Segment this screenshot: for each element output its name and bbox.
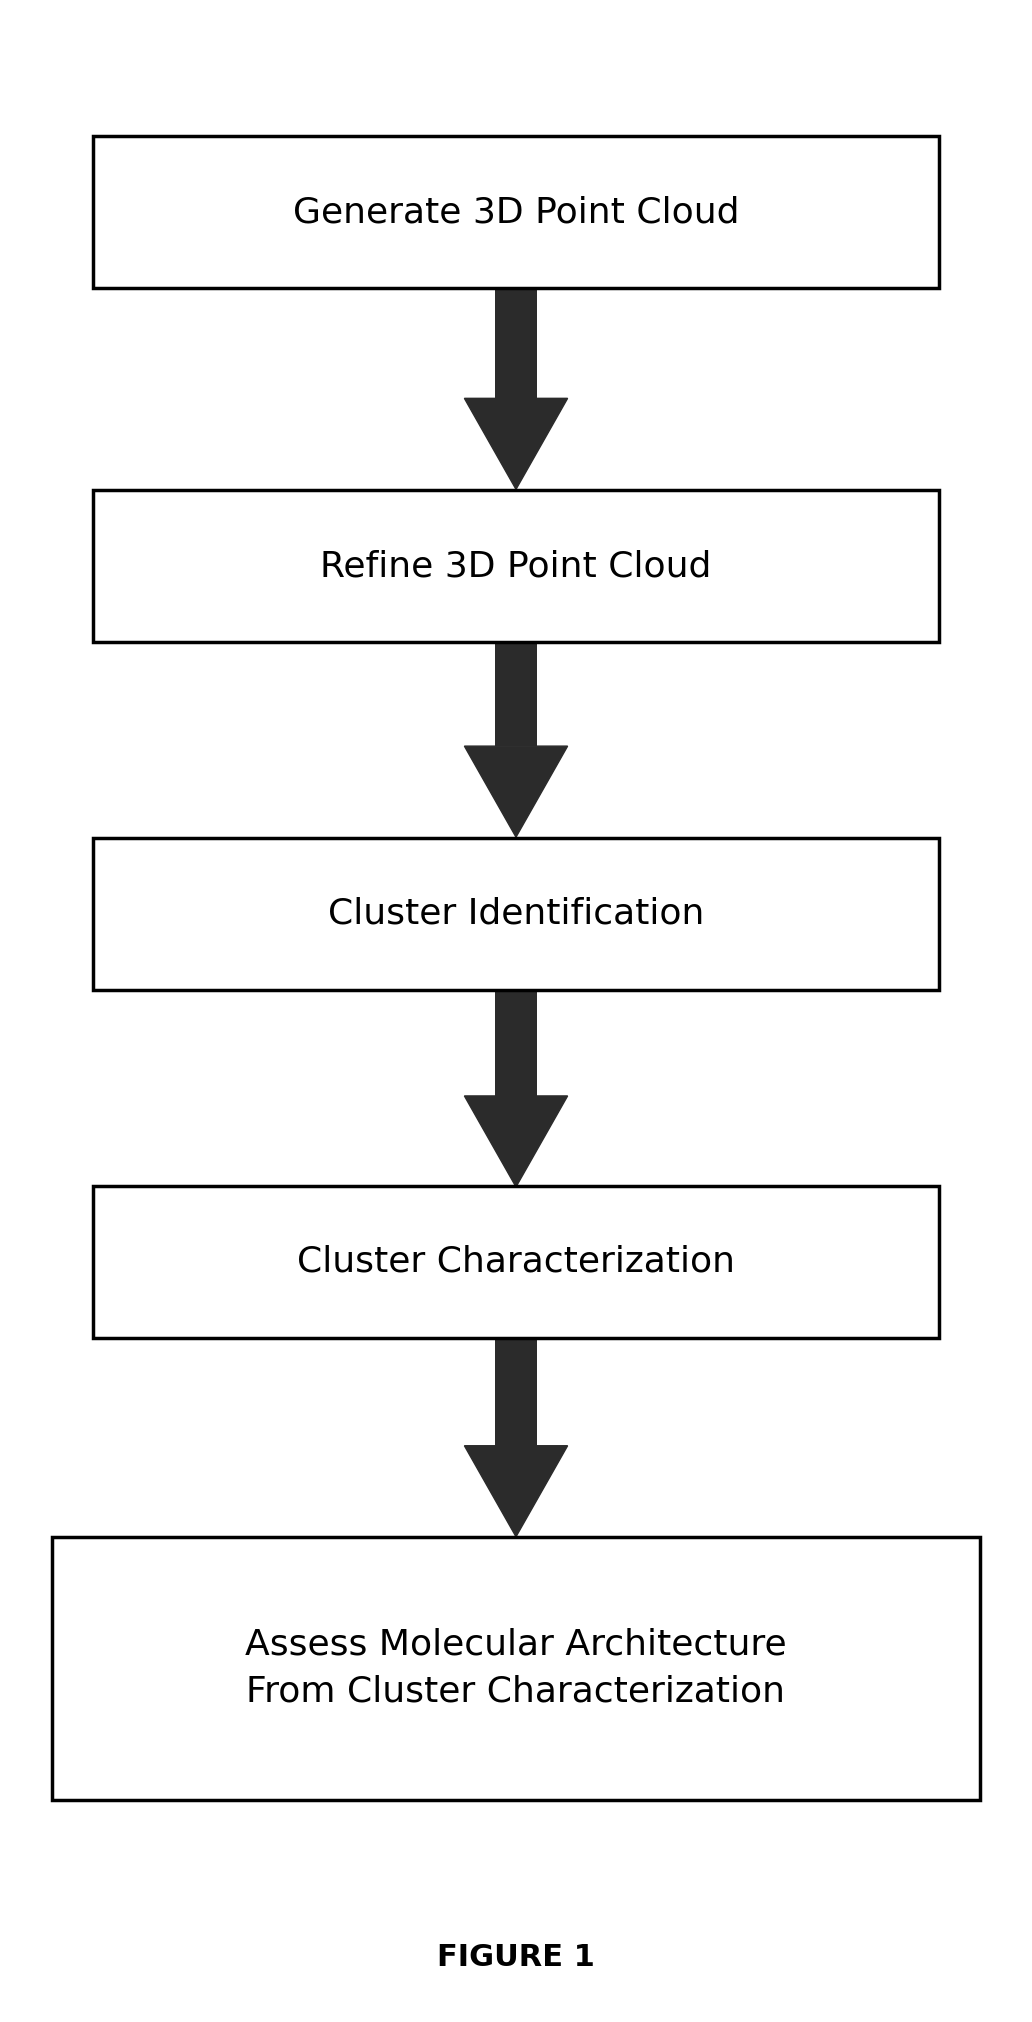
Polygon shape — [464, 1446, 568, 1537]
Bar — [495, 643, 537, 746]
Text: Cluster Characterization: Cluster Characterization — [297, 1246, 735, 1278]
Bar — [495, 1339, 537, 1446]
Polygon shape — [464, 398, 568, 489]
FancyBboxPatch shape — [93, 137, 939, 289]
FancyBboxPatch shape — [93, 491, 939, 643]
FancyBboxPatch shape — [93, 1185, 939, 1339]
Bar — [495, 991, 537, 1096]
FancyBboxPatch shape — [93, 837, 939, 989]
FancyBboxPatch shape — [52, 1537, 980, 1800]
Text: Cluster Identification: Cluster Identification — [328, 898, 704, 930]
Text: Generate 3D Point Cloud: Generate 3D Point Cloud — [293, 196, 739, 228]
Bar — [495, 289, 537, 398]
Polygon shape — [464, 746, 568, 837]
Text: Refine 3D Point Cloud: Refine 3D Point Cloud — [320, 550, 712, 582]
Text: FIGURE 1: FIGURE 1 — [438, 1943, 594, 1971]
Text: Assess Molecular Architecture
From Cluster Characterization: Assess Molecular Architecture From Clust… — [246, 1628, 786, 1709]
Polygon shape — [464, 1096, 568, 1187]
